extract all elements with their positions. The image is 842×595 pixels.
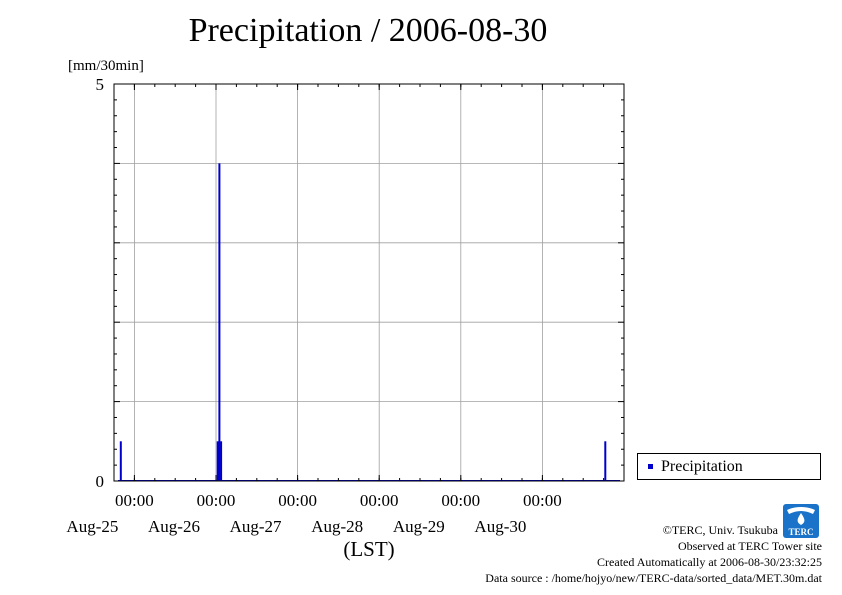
y-tick-label: 5	[96, 75, 105, 94]
logo-wave-icon	[787, 507, 815, 514]
logo-drop-icon	[797, 513, 805, 525]
x-tick-time-label: 00:00	[115, 491, 154, 510]
x-tick-time-label: 00:00	[278, 491, 317, 510]
axis-labels: 00:00 Aug-25 00:00 Aug-26 00:00 Aug-27 00:00 Au…	[66, 58, 561, 561]
grid-lines	[114, 84, 624, 481]
legend-label: Precipitation	[661, 457, 743, 475]
legend: Precipitation	[637, 453, 821, 480]
plot-frame	[113, 83, 625, 482]
legend-swatch	[648, 464, 653, 469]
chart-title: Precipitation / 2006-08-30	[188, 12, 548, 49]
terc-logo: TERC	[783, 504, 819, 538]
axis-ticks	[113, 83, 625, 482]
x-tick-date-label: Aug-25	[66, 517, 118, 536]
precip-bar	[218, 163, 221, 481]
x-tick-date-label: Aug-27	[230, 517, 282, 536]
x-tick-time-label: 00:00	[360, 491, 399, 510]
y-axis-label: [mm/30min]	[68, 58, 144, 74]
site-text: Observed at TERC Tower site	[677, 539, 822, 553]
copyright-text: ©TERC, Univ. Tsukuba	[662, 523, 778, 537]
precip-bar	[119, 441, 122, 481]
x-tick-date-label: Aug-30	[474, 517, 526, 536]
x-axis-label: (LST)	[343, 537, 394, 561]
created-text: Created Automatically at 2006-08-30/23:3…	[597, 555, 822, 569]
x-tick-date-label: Aug-28	[311, 517, 363, 536]
source-text: Data source : /home/hojyo/new/TERC-data/…	[485, 571, 822, 585]
precip-bar	[216, 441, 219, 481]
x-tick-time-label: 00:00	[523, 491, 562, 510]
x-tick-date-label: Aug-26	[148, 517, 200, 536]
logo-text: TERC	[788, 527, 813, 537]
x-tick-date-label: Aug-29	[393, 517, 445, 536]
precip-bar	[604, 441, 607, 481]
x-tick-time-label: 00:00	[441, 491, 480, 510]
precip-bar	[220, 441, 223, 481]
credits: ©TERC, Univ. Tsukuba Observed at TERC To…	[485, 522, 822, 586]
x-tick-time-label: 00:00	[197, 491, 236, 510]
y-tick-label: 0	[96, 472, 105, 491]
